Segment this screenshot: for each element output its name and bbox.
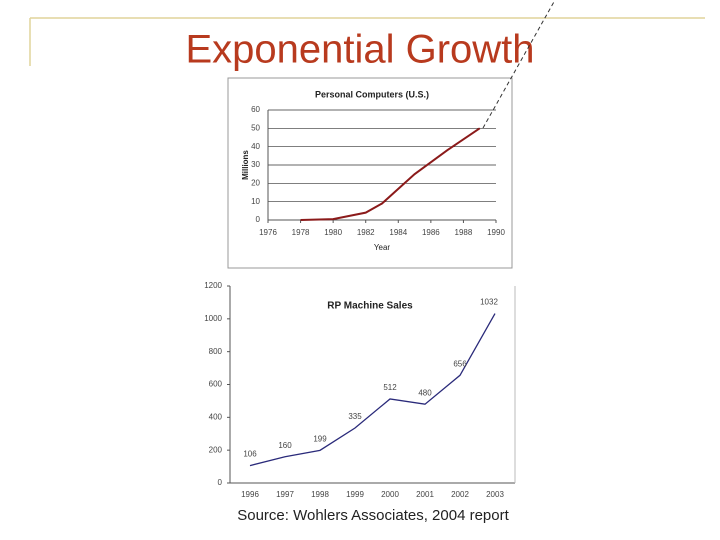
y-tick-label: 40 xyxy=(251,142,260,151)
x-tick-label: 2001 xyxy=(416,490,434,499)
x-tick-label: 1984 xyxy=(389,228,407,237)
y-tick-label: 1000 xyxy=(204,314,222,323)
y-tick-label: 10 xyxy=(251,197,260,206)
slide-title: Exponential Growth xyxy=(185,28,534,72)
x-tick-label: 1999 xyxy=(346,490,364,499)
y-tick-label: 200 xyxy=(209,445,223,454)
chart-frame xyxy=(227,77,513,269)
x-tick-label: 1986 xyxy=(422,228,440,237)
data-label: 335 xyxy=(348,412,362,421)
y-axis-label: Millions xyxy=(241,150,250,180)
y-tick-label: 600 xyxy=(209,380,223,389)
y-tick-label: 60 xyxy=(251,105,260,114)
x-axis-label: Year xyxy=(374,243,391,252)
y-tick-label: 1200 xyxy=(204,281,222,290)
x-tick-label: 1996 xyxy=(241,490,259,499)
x-tick-label: 1976 xyxy=(259,228,277,237)
data-label: 199 xyxy=(313,434,327,443)
x-tick-label: 1982 xyxy=(357,228,375,237)
extrapolation-line xyxy=(482,0,556,129)
x-tick-label: 1980 xyxy=(324,228,342,237)
x-tick-label: 1988 xyxy=(455,228,473,237)
chart-title: RP Machine Sales xyxy=(327,301,413,312)
y-tick-label: 400 xyxy=(209,412,223,421)
x-tick-label: 1997 xyxy=(276,490,294,499)
data-label: 480 xyxy=(418,388,432,397)
y-tick-label: 0 xyxy=(256,215,261,224)
data-label: 512 xyxy=(383,383,397,392)
y-tick-label: 800 xyxy=(209,347,223,356)
data-line xyxy=(300,127,481,221)
y-tick-label: 30 xyxy=(251,160,260,169)
y-tick-label: 20 xyxy=(251,178,260,187)
x-tick-label: 1998 xyxy=(311,490,329,499)
x-tick-label: 2003 xyxy=(486,490,504,499)
data-line xyxy=(249,313,496,467)
x-tick-label: 1978 xyxy=(292,228,310,237)
data-label: 656 xyxy=(453,359,467,368)
source-note: Source: Wohlers Associates, 2004 report xyxy=(237,507,509,524)
data-label: 106 xyxy=(243,450,257,459)
x-tick-label: 2000 xyxy=(381,490,399,499)
y-tick-label: 50 xyxy=(251,123,260,132)
y-tick-label: 0 xyxy=(218,478,223,487)
x-tick-label: 1990 xyxy=(487,228,505,237)
chart-title: Personal Computers (U.S.) xyxy=(315,89,429,99)
data-label: 160 xyxy=(278,441,292,450)
x-tick-label: 2002 xyxy=(451,490,469,499)
data-label: 1032 xyxy=(480,298,498,307)
